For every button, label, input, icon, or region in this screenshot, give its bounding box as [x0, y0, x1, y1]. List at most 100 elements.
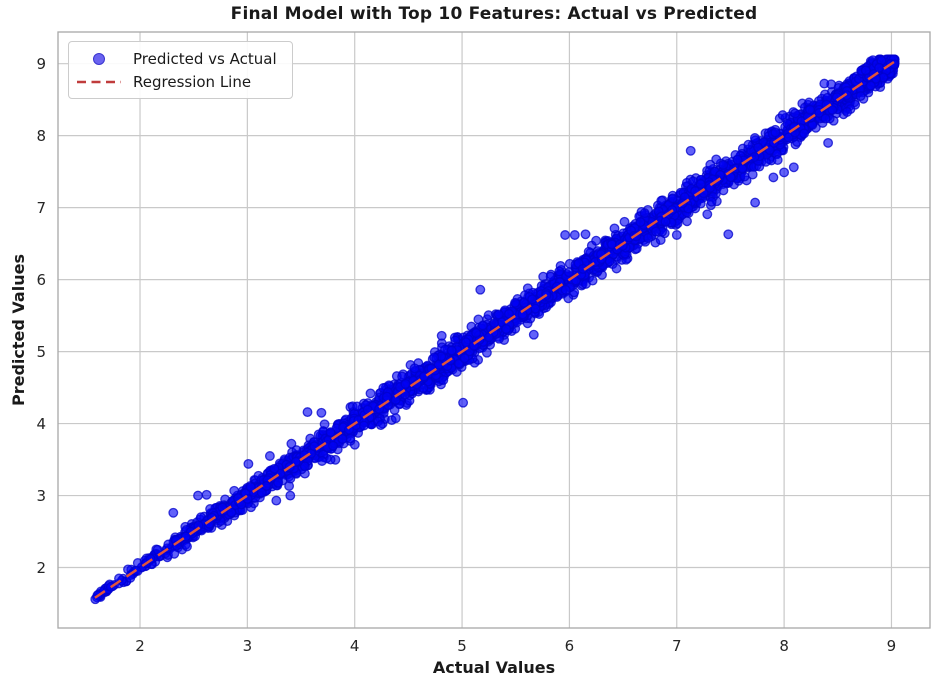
- scatter-point: [865, 80, 876, 91]
- scatter-point: [429, 352, 440, 363]
- scatter-point: [271, 495, 282, 506]
- scatter-point: [718, 159, 729, 170]
- scatter-point: [168, 507, 179, 518]
- scatter-marker-icon: [75, 52, 123, 65]
- scatter-point: [643, 233, 654, 243]
- scatter-point: [438, 375, 449, 386]
- scatter-point: [820, 113, 831, 124]
- dashed-line-icon: [75, 79, 123, 85]
- scatter-point: [671, 230, 682, 240]
- scatter-point: [409, 363, 420, 374]
- scatter-point: [528, 329, 539, 340]
- scatter-point: [711, 154, 722, 165]
- y-tick-label: 8: [36, 126, 46, 145]
- scatter-point: [569, 230, 580, 240]
- plot-border: [57, 31, 931, 629]
- y-tick-label: 5: [36, 342, 46, 361]
- scatter-point: [530, 303, 541, 314]
- scatter-point: [799, 128, 810, 139]
- regression-line: [94, 60, 896, 599]
- scatter-point: [611, 263, 622, 274]
- scatter-point: [563, 293, 574, 304]
- x-tick-label: 9: [886, 637, 897, 655]
- scatter-point: [545, 271, 556, 282]
- scatter-point: [375, 420, 386, 431]
- y-tick-label: 6: [36, 270, 46, 289]
- scatter-point: [302, 407, 313, 418]
- scatter-point: [805, 104, 815, 115]
- scatter-point: [635, 217, 646, 228]
- x-tick-label: 4: [349, 637, 360, 655]
- y-tick-label: 9: [36, 54, 46, 73]
- legend-entry-line: Regression Line: [75, 70, 284, 93]
- y-tick-label: 3: [36, 486, 46, 505]
- x-tick-label: 5: [457, 637, 467, 655]
- chart-title: Final Model with Top 10 Features: Actual…: [230, 4, 758, 24]
- scatter-point: [286, 438, 297, 449]
- y-tick-label: 7: [36, 198, 46, 217]
- scatter-point: [481, 347, 492, 358]
- scatter-point: [779, 167, 790, 178]
- scatter-point: [493, 309, 504, 320]
- scatter-point: [264, 451, 275, 461]
- scatter-point: [639, 208, 650, 219]
- scatter-point: [243, 458, 254, 469]
- scatter-point: [655, 235, 666, 245]
- x-tick-label: 8: [779, 637, 789, 655]
- scatter-point: [650, 226, 661, 237]
- scatter-point: [619, 216, 630, 227]
- scatter-point: [273, 477, 284, 488]
- x-axis-label: Actual Values: [432, 658, 556, 677]
- y-tick-label: 2: [36, 558, 46, 577]
- x-tick-label: 6: [564, 637, 575, 655]
- scatter-point: [316, 407, 327, 418]
- scatter-point: [732, 154, 743, 165]
- scatter-point: [560, 230, 571, 240]
- scatter-point: [656, 195, 667, 206]
- scatter-point: [823, 137, 834, 148]
- scatter-point: [285, 490, 296, 501]
- scatter-point: [563, 267, 574, 278]
- scatter-point: [554, 266, 565, 277]
- scatter-point: [750, 197, 761, 208]
- scatter-point: [169, 548, 180, 559]
- scatter-point: [436, 330, 447, 341]
- scatter-point: [337, 434, 348, 444]
- scatter-point: [269, 463, 280, 474]
- x-tick-label: 2: [135, 637, 145, 655]
- scatter-point: [790, 108, 801, 119]
- scatter-point: [299, 461, 310, 472]
- scatter-point: [510, 297, 521, 308]
- scatter-point: [819, 78, 830, 89]
- scatter-point: [705, 182, 715, 193]
- scatter-point: [749, 151, 760, 162]
- scatter-point: [390, 413, 401, 424]
- scatter-point: [842, 107, 853, 117]
- scatter-point: [702, 209, 713, 220]
- scatter-point: [519, 297, 529, 308]
- scatter-point: [855, 91, 866, 102]
- scatter-point: [483, 332, 494, 343]
- scatter-point: [501, 324, 512, 334]
- scatter-point: [777, 110, 788, 121]
- scatter-point: [163, 539, 174, 550]
- scatter-point: [504, 308, 514, 319]
- scatter-point: [560, 284, 571, 295]
- scatter-point: [475, 284, 486, 295]
- scatter-point: [182, 541, 192, 552]
- scatter-point: [739, 171, 750, 182]
- scatter-point: [358, 420, 369, 431]
- x-tick-label: 3: [242, 637, 253, 655]
- scatter-point: [325, 427, 336, 438]
- scatter-point: [459, 353, 470, 364]
- scatter-point: [229, 485, 240, 496]
- scatter-point: [660, 216, 671, 227]
- scatter-point: [352, 401, 363, 412]
- scatter-point: [328, 440, 339, 451]
- scatter-point: [193, 490, 203, 501]
- legend-label-line: Regression Line: [133, 72, 252, 91]
- scatter-point: [587, 275, 598, 286]
- scatter-point: [685, 145, 696, 156]
- scatter-point: [201, 489, 212, 500]
